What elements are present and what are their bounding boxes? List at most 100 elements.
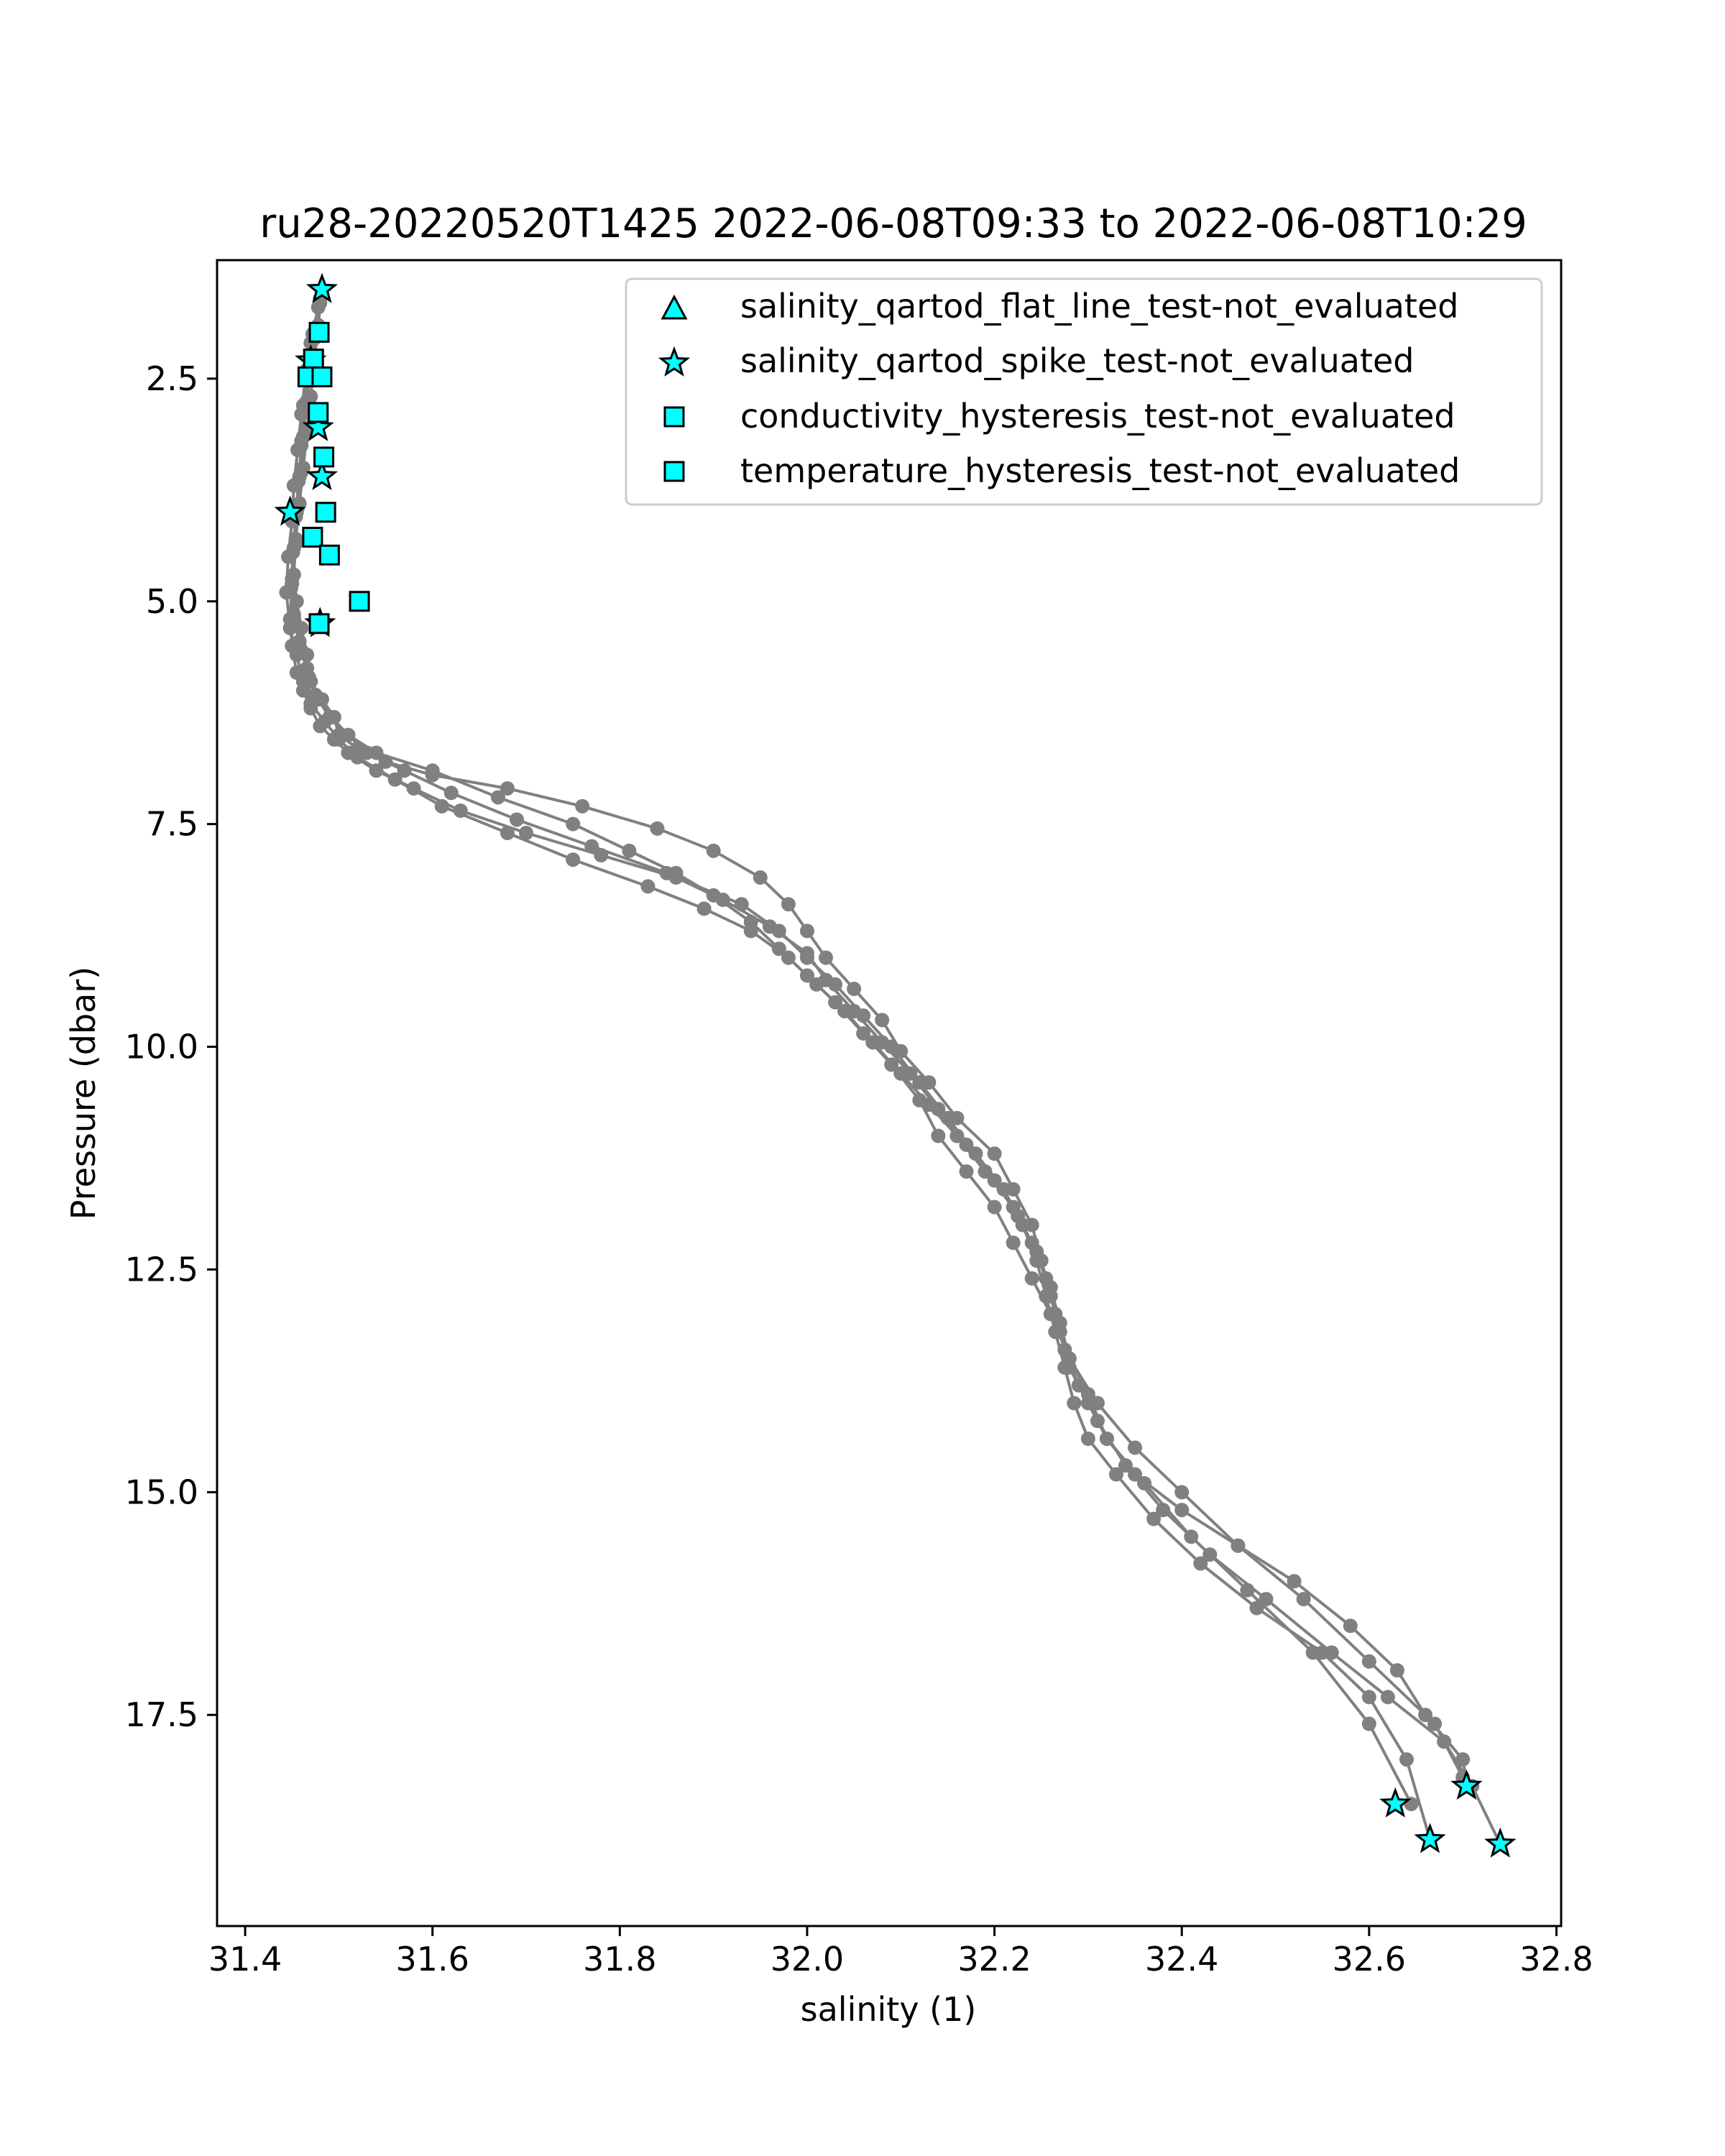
data-point xyxy=(397,763,412,778)
data-point xyxy=(903,1066,918,1081)
data-point xyxy=(387,772,402,787)
legend-square-marker xyxy=(663,406,685,428)
legend: salinity_qartod_flat_line_test-not_evalu… xyxy=(625,277,1543,506)
x-axis: 31.4 31.6 31.8 32.0 32.2 32.4 32.6 32.8 xyxy=(208,1926,1593,1978)
data-point xyxy=(1024,1271,1039,1286)
y-tick-label: 7.5 xyxy=(146,805,198,844)
data-point xyxy=(425,763,440,778)
profile-line xyxy=(289,303,1413,1805)
data-point xyxy=(659,865,674,880)
spike-flag-marker xyxy=(302,410,334,441)
data-point xyxy=(875,1035,890,1050)
legend-label: salinity_qartod_flat_line_test-not_evalu… xyxy=(740,287,1458,326)
data-point xyxy=(1099,1431,1114,1446)
data-point xyxy=(310,692,326,707)
data-point xyxy=(959,1164,974,1179)
y-tick-label: 15.0 xyxy=(125,1473,198,1511)
plot-area xyxy=(274,272,1517,1858)
data-point xyxy=(799,946,814,961)
spike-flag-marker xyxy=(1484,1827,1517,1858)
data-point xyxy=(490,790,505,805)
legend-frame xyxy=(625,277,1543,506)
data-point xyxy=(931,1128,946,1143)
data-point xyxy=(1174,1485,1190,1500)
data-point xyxy=(1109,1467,1124,1482)
hysteresis-flag-marker xyxy=(303,349,324,370)
data-point xyxy=(715,893,730,908)
data-point xyxy=(1380,1690,1395,1705)
data-point xyxy=(1324,1645,1339,1660)
x-axis-label: salinity (1) xyxy=(801,1990,977,2029)
legend-entry-flat-line: salinity_qartod_flat_line_test-not_evalu… xyxy=(661,287,1458,326)
profile-series xyxy=(282,291,1438,1847)
data-point xyxy=(1043,1307,1058,1322)
data-point xyxy=(696,901,712,916)
data-point xyxy=(510,812,525,827)
data-point xyxy=(959,1137,974,1152)
data-point xyxy=(1399,1752,1414,1767)
spike-flag-marker xyxy=(1450,1769,1483,1800)
data-point xyxy=(706,843,721,858)
data-point xyxy=(1011,1209,1026,1224)
data-point xyxy=(288,616,303,631)
data-point xyxy=(1146,1511,1162,1526)
data-point xyxy=(640,879,656,894)
data-point xyxy=(566,852,581,867)
data-point xyxy=(1427,1716,1443,1731)
chart-title: ru28-20220520T1425 2022-06-08T09:33 to 2… xyxy=(259,201,1527,247)
hysteresis-flag-marker xyxy=(318,544,340,566)
data-point xyxy=(987,1173,1002,1188)
data-point xyxy=(566,816,581,831)
data-point xyxy=(753,870,768,885)
data-point xyxy=(1389,1663,1404,1678)
data-point xyxy=(434,798,449,814)
hysteresis-flag-marker xyxy=(315,502,336,523)
data-point xyxy=(771,941,786,957)
data-point xyxy=(912,1092,927,1107)
hysteresis-flag-marker xyxy=(302,527,323,548)
data-point xyxy=(987,1199,1002,1215)
data-point xyxy=(1052,1315,1067,1330)
data-point xyxy=(1296,1592,1311,1607)
data-point xyxy=(500,781,515,796)
x-tick-label: 32.0 xyxy=(770,1940,844,1978)
data-point xyxy=(519,826,534,841)
data-point xyxy=(1006,1235,1021,1250)
data-point xyxy=(650,821,665,836)
y-tick-label: 12.5 xyxy=(125,1250,198,1289)
data-point xyxy=(1287,1574,1302,1589)
data-point xyxy=(1067,1396,1082,1411)
x-tick-label: 32.2 xyxy=(957,1940,1031,1978)
spike-flag-marker xyxy=(274,495,306,526)
data-point xyxy=(341,727,356,742)
hysteresis-flag-marker xyxy=(311,366,333,387)
y-axis: 2.5 5.0 7.5 10.0 12.5 15.0 17.5 xyxy=(125,359,217,1734)
data-point xyxy=(584,839,599,854)
data-point xyxy=(1305,1645,1320,1660)
data-point xyxy=(500,826,515,841)
data-point xyxy=(819,972,834,987)
legend-entry-conductivity: conductivity_hysteresis_test-not_evaluat… xyxy=(663,397,1455,436)
legend-label: temperature_hysteresis_test-not_evaluate… xyxy=(740,451,1460,490)
data-point xyxy=(1193,1556,1208,1571)
data-point xyxy=(847,981,862,996)
x-tick-label: 32.4 xyxy=(1145,1940,1218,1978)
hysteresis-flag-marker xyxy=(349,591,370,612)
data-point xyxy=(799,968,814,983)
data-point xyxy=(1080,1431,1095,1446)
data-point xyxy=(575,798,590,814)
hysteresis-flag-marker xyxy=(313,446,335,468)
legend-triangle-marker xyxy=(661,294,688,320)
data-point xyxy=(1062,1351,1077,1366)
data-point xyxy=(1128,1440,1143,1455)
data-point xyxy=(1184,1529,1199,1544)
data-point xyxy=(884,1057,899,1072)
data-point xyxy=(359,745,374,760)
data-point xyxy=(762,919,777,934)
data-point xyxy=(285,545,300,560)
data-point xyxy=(819,950,834,965)
data-point xyxy=(1361,1716,1376,1731)
data-point xyxy=(1043,1280,1058,1295)
x-tick-label: 31.4 xyxy=(208,1940,282,1978)
data-point xyxy=(781,897,796,912)
